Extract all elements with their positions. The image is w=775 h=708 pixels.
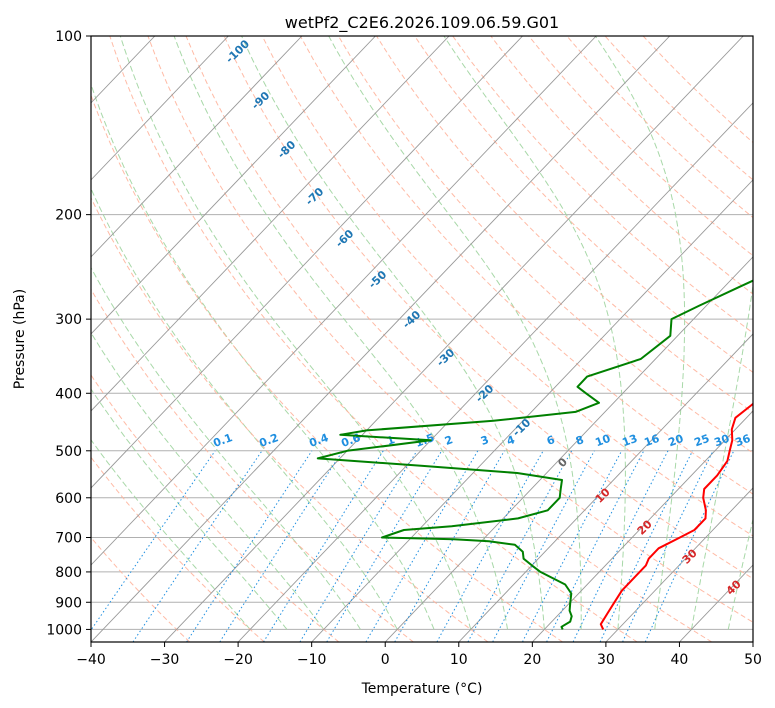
dry-adiabat-line bbox=[185, 36, 753, 623]
mixing-ratio-line bbox=[467, 450, 573, 642]
mixing-ratio-label: 30 bbox=[712, 432, 731, 450]
y-tick-label: 900 bbox=[55, 595, 82, 611]
isotherm-line bbox=[91, 36, 523, 489]
mixing-ratio-label: 1 bbox=[385, 433, 397, 448]
y-tick-label: 300 bbox=[55, 312, 82, 328]
mixing-ratio-line bbox=[91, 450, 216, 631]
y-axis: 1000 900 800 700 600 500 400 300 200 100 bbox=[46, 29, 91, 638]
plot-area: -100-90-80-70-60-50-40-30-20-10010203040… bbox=[91, 36, 753, 642]
dry-adiabat-line bbox=[223, 36, 753, 580]
mixing-ratio-line bbox=[219, 450, 344, 642]
isotherm-line bbox=[311, 179, 753, 642]
dry-adiabat-line bbox=[91, 93, 563, 642]
y-tick-label: 700 bbox=[55, 531, 82, 547]
moist-adiabat-line bbox=[91, 266, 361, 630]
skewed-isotherms bbox=[91, 36, 753, 642]
y-tick-label: 800 bbox=[55, 565, 82, 581]
isotherm-line bbox=[91, 36, 376, 335]
moist-adiabat-line bbox=[91, 331, 325, 630]
moist-adiabat-line bbox=[91, 388, 288, 630]
temperature-profile-line bbox=[599, 402, 753, 630]
isotherm-line bbox=[91, 36, 671, 642]
mixing-ratio-label: 20 bbox=[666, 432, 685, 450]
moist-adiabat-line bbox=[91, 82, 435, 630]
x-axis-label: Temperature (°C) bbox=[361, 681, 483, 697]
isotherm-line bbox=[164, 36, 744, 642]
mixing-ratio-label: 4 bbox=[505, 433, 517, 448]
moist-adiabat-line bbox=[443, 36, 626, 630]
dry-adiabat-line bbox=[376, 36, 753, 413]
mixing-ratio-line bbox=[186, 450, 313, 642]
y-tick-label: 200 bbox=[55, 208, 82, 224]
moist-adiabat-line bbox=[691, 282, 753, 630]
profile-series bbox=[316, 279, 753, 630]
moist-adiabat-line bbox=[241, 36, 545, 630]
y-tick-label: 600 bbox=[55, 491, 82, 507]
x-tick-label: 20 bbox=[523, 652, 541, 668]
moist-adiabat-line bbox=[594, 36, 686, 630]
x-tick-label: 40 bbox=[671, 652, 689, 668]
mixing-ratio-label: 2 bbox=[443, 433, 455, 448]
isotherm-line bbox=[237, 102, 753, 642]
dry-adiabat-line bbox=[91, 196, 489, 642]
mixing-ratio-label: 6 bbox=[545, 433, 557, 448]
x-tick-label: −10 bbox=[297, 652, 327, 668]
dry-adiabat-line bbox=[91, 456, 265, 642]
moist-adiabat-line bbox=[173, 36, 509, 630]
isotherm-line bbox=[458, 333, 753, 642]
mixing-ratio-line bbox=[436, 450, 544, 642]
dry-adiabat-line bbox=[91, 536, 191, 642]
mixing-ratio-label: 10 bbox=[593, 432, 612, 450]
x-tick-label: −30 bbox=[150, 652, 180, 668]
isotherm-line bbox=[91, 36, 303, 258]
mixing-ratio-line bbox=[492, 450, 595, 642]
isotherm-line bbox=[605, 487, 753, 642]
mixing-ratio-label: 13 bbox=[620, 432, 639, 449]
isotherm-line bbox=[91, 36, 450, 412]
x-axis: −40 −30 −20 −10 0 10 20 30 40 50 bbox=[76, 642, 762, 668]
mixing-ratio-label: 25 bbox=[692, 432, 711, 449]
mixing-ratio-line bbox=[326, 450, 443, 642]
dry-adiabat-line bbox=[337, 36, 753, 454]
moist-adiabat-line bbox=[91, 439, 251, 630]
mixing-ratio-lines bbox=[91, 450, 735, 642]
x-tick-label: 0 bbox=[381, 652, 390, 668]
dry-adiabat-line bbox=[147, 36, 713, 642]
x-tick-label: 30 bbox=[597, 652, 615, 668]
moist-adiabat-line bbox=[328, 36, 582, 630]
x-tick-label: −20 bbox=[223, 652, 253, 668]
plot-frame bbox=[90, 35, 754, 643]
y-tick-label: 100 bbox=[55, 29, 82, 45]
isotherm-line bbox=[91, 36, 229, 181]
y-tick-label: 400 bbox=[55, 386, 82, 402]
mixing-ratio-line bbox=[572, 450, 669, 642]
dry-adiabat-line bbox=[91, 374, 340, 642]
x-tick-label: 10 bbox=[450, 652, 468, 668]
isotherm-line bbox=[532, 410, 753, 642]
dry-adiabat-line bbox=[452, 36, 753, 334]
mixing-ratio-label: 0.2 bbox=[257, 431, 280, 450]
isotherm-line bbox=[91, 36, 597, 566]
dewpoint-profile-line bbox=[316, 279, 753, 630]
mixing-ratio-line bbox=[299, 450, 418, 642]
y-axis-label: Pressure (hPa) bbox=[12, 289, 28, 389]
chart-title: wetPf2_C2E6.2026.109.06.59.G01 bbox=[285, 13, 559, 33]
mixing-ratio-label: 0.1 bbox=[211, 431, 234, 450]
x-tick-label: −40 bbox=[76, 652, 106, 668]
mixing-ratio-label: 8 bbox=[574, 433, 586, 448]
mixing-ratio-label: 16 bbox=[642, 432, 661, 450]
dry-adiabat-line bbox=[109, 36, 638, 642]
mixing-ratio-line bbox=[132, 450, 263, 642]
mixing-ratio-label: 0.4 bbox=[307, 431, 330, 450]
moist-adiabat-line bbox=[91, 187, 398, 630]
mixing-ratio-label: 3 bbox=[479, 433, 491, 448]
x-tick-label: 50 bbox=[744, 652, 762, 668]
y-tick-label: 1000 bbox=[46, 622, 82, 638]
mixing-ratio-line bbox=[263, 450, 384, 642]
y-tick-label: 500 bbox=[55, 444, 82, 460]
mixing-ratio-label: 36 bbox=[733, 432, 752, 450]
